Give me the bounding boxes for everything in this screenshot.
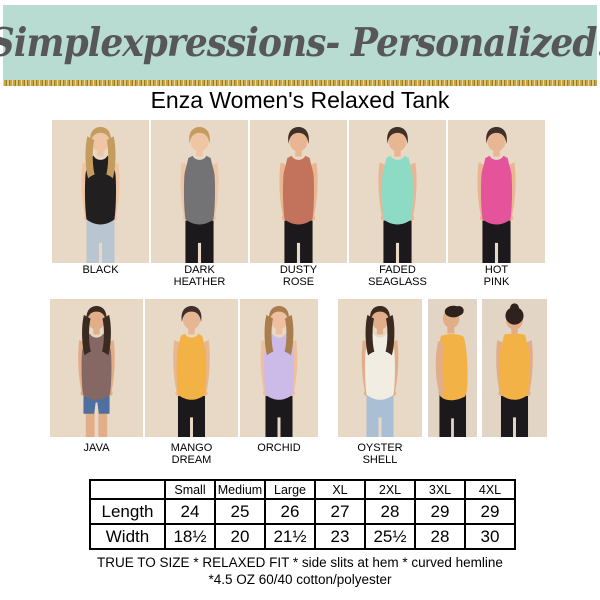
measurement-value: 30 xyxy=(464,523,516,550)
photo-black xyxy=(52,120,149,263)
photo-hot-pink xyxy=(448,120,545,263)
measurement-value: 21½ xyxy=(264,523,316,550)
color-label-dark-heather: DARK HEATHER xyxy=(173,264,226,288)
photo-faded-seaglass xyxy=(349,120,446,263)
measurement-label: Length xyxy=(89,498,166,525)
photo-java xyxy=(50,299,143,437)
photo-dark-heather xyxy=(151,120,248,263)
color-label-dusty-rose: DUSTY ROSE xyxy=(279,264,318,288)
model-figure xyxy=(250,120,347,263)
color-label-java: JAVA xyxy=(83,442,110,454)
photo-oyster-shell xyxy=(338,299,422,437)
brand-banner: Simplexpressions- Personalized! xyxy=(0,5,600,80)
measurement-value: 26 xyxy=(264,498,316,525)
model-figure xyxy=(349,120,446,263)
model-figure xyxy=(52,120,149,263)
size-column-header: 4XL xyxy=(464,479,516,500)
measurement-value: 18½ xyxy=(164,523,216,550)
color-label-mango-dream: MANGO DREAM xyxy=(170,442,213,466)
size-chart: Small Medium Large XL 2XL 3XL 4XL Length 24 25 26 2… xyxy=(89,479,516,550)
photo-orchid xyxy=(240,299,318,437)
model-figure xyxy=(151,120,248,263)
measurement-value: 27 xyxy=(314,498,366,525)
photo-dusty-rose xyxy=(250,120,347,263)
size-chart-corner-cell xyxy=(89,479,166,500)
size-column-header: 3XL xyxy=(414,479,466,500)
model-figure xyxy=(428,299,477,437)
color-label-black: BLACK xyxy=(82,264,119,276)
measurement-value: 28 xyxy=(414,523,466,550)
color-label-oyster-shell: OYSTER SHELL xyxy=(357,442,403,466)
brand-name: Simplexpressions- Personalized! xyxy=(0,19,600,66)
photo-model-back-view xyxy=(482,299,547,437)
product-title: Enza Women's Relaxed Tank xyxy=(150,87,450,113)
glitter-divider xyxy=(3,80,597,86)
fit-note-line2: *4.5 OZ 60/40 cotton/polyester xyxy=(208,571,392,587)
fit-note-line1: TRUE TO SIZE * RELAXED FIT * side slits … xyxy=(97,555,503,570)
size-chart-row: Width 18½ 20 21½ 23 25½ 28 30 xyxy=(89,523,516,550)
measurement-value: 24 xyxy=(164,498,216,525)
measurement-value: 23 xyxy=(314,523,366,550)
color-label-orchid: ORCHID xyxy=(257,442,301,454)
color-label-hot-pink: HOT PINK xyxy=(483,264,510,288)
model-figure xyxy=(482,299,547,437)
model-figure xyxy=(240,299,318,437)
measurement-value: 29 xyxy=(414,498,466,525)
size-column-header: Medium xyxy=(214,479,266,500)
model-figure xyxy=(448,120,545,263)
measurement-value: 29 xyxy=(464,498,516,525)
measurement-value: 25½ xyxy=(364,523,416,550)
color-label-faded-seaglass: FADED SEAGLASS xyxy=(368,264,427,288)
measurement-label: Width xyxy=(89,523,166,550)
measurement-value: 20 xyxy=(214,523,266,550)
size-column-header: XL xyxy=(314,479,366,500)
size-chart-row: Length 24 25 26 27 28 29 29 xyxy=(89,498,516,525)
model-figure xyxy=(145,299,238,437)
size-column-header: Large xyxy=(264,479,316,500)
photo-mango-dream xyxy=(145,299,238,437)
model-figure xyxy=(50,299,143,437)
measurement-value: 28 xyxy=(364,498,416,525)
photo-model-side-view xyxy=(428,299,477,437)
fit-notes: TRUE TO SIZE * RELAXED FIT * side slits … xyxy=(0,555,600,588)
model-figure xyxy=(338,299,422,437)
measurement-value: 25 xyxy=(214,498,266,525)
size-column-header: Small xyxy=(164,479,216,500)
size-column-header: 2XL xyxy=(364,479,416,500)
